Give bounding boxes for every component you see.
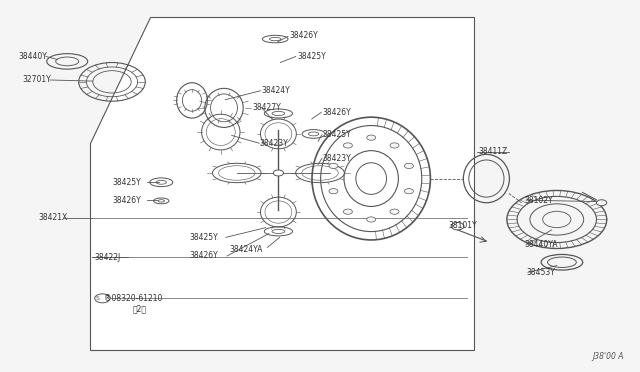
Text: 38426Y: 38426Y [289,31,318,40]
Circle shape [390,143,399,148]
Circle shape [367,135,376,140]
Text: 38425Y: 38425Y [189,233,218,242]
Circle shape [95,294,110,303]
Text: 38424Y: 38424Y [261,86,290,95]
Circle shape [390,209,399,214]
Circle shape [344,209,353,214]
Text: 38426Y: 38426Y [322,108,351,117]
Text: 38425Y: 38425Y [323,130,351,139]
Text: 38421X: 38421X [38,213,68,222]
Text: S: S [96,296,100,301]
Text: 38426Y: 38426Y [112,196,141,205]
Text: 38425Y: 38425Y [112,178,141,187]
Text: 38426Y: 38426Y [189,251,218,260]
Circle shape [451,222,464,230]
Text: 38440Y: 38440Y [18,52,47,61]
Circle shape [404,189,413,194]
Text: 38453Y: 38453Y [526,268,555,277]
Text: 32701Y: 32701Y [22,76,51,84]
Circle shape [329,163,338,169]
Circle shape [344,143,353,148]
Text: 38424YA: 38424YA [229,245,262,254]
Text: ®08320-61210: ®08320-61210 [104,294,162,303]
Text: （2）: （2） [133,304,147,313]
Text: 38102Y: 38102Y [525,196,554,205]
Text: 38423Y: 38423Y [260,139,289,148]
Circle shape [329,189,338,194]
Text: 38423Y: 38423Y [323,154,351,163]
Text: 38411Z: 38411Z [478,147,508,156]
Circle shape [596,200,607,206]
Text: 38422J: 38422J [95,253,121,262]
Circle shape [367,217,376,222]
Polygon shape [90,17,474,350]
Text: 38425Y: 38425Y [297,52,326,61]
Text: 38440YA: 38440YA [525,240,558,249]
Text: J38'00 A: J38'00 A [593,352,624,361]
Text: 38101Y: 38101Y [448,221,477,230]
Text: 38427Y: 38427Y [253,103,282,112]
Circle shape [404,163,413,169]
Circle shape [273,170,284,176]
